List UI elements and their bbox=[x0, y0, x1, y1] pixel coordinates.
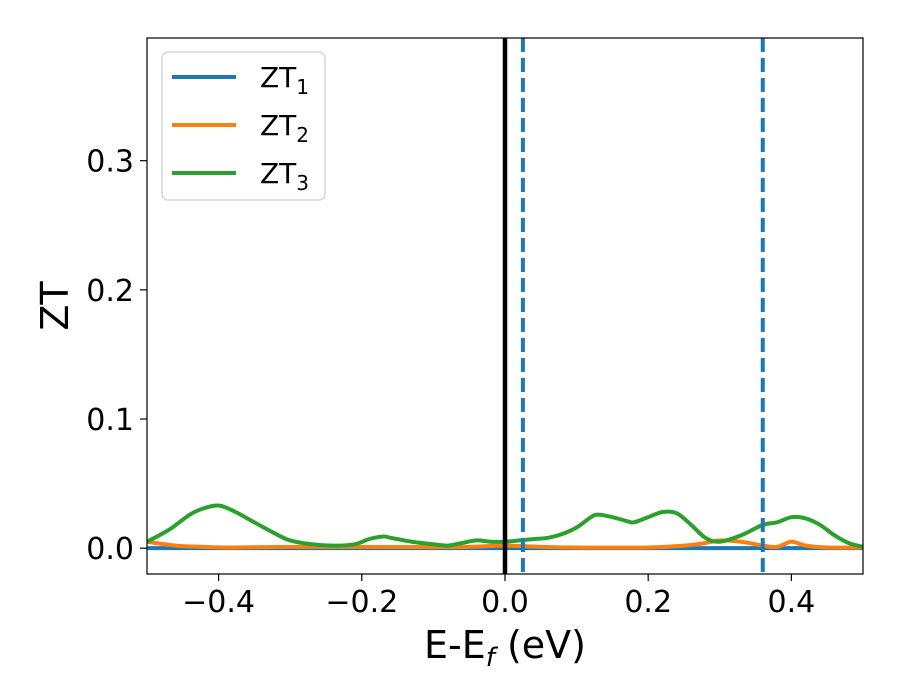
y-axis-ticks: 0.0 0.1 0.2 0.3 bbox=[86, 145, 147, 567]
y-axis-label: ZT bbox=[33, 281, 77, 331]
legend-label-2: ZT2 bbox=[260, 109, 309, 147]
x-tick-label: 0.0 bbox=[481, 585, 529, 620]
legend-label-3: ZT3 bbox=[260, 157, 309, 195]
legend-box bbox=[161, 51, 326, 201]
legend-label-1: ZT1 bbox=[260, 61, 309, 99]
x-tick-label: 0.4 bbox=[768, 585, 816, 620]
series-line-2 bbox=[147, 538, 863, 550]
x-tick-label: 0.2 bbox=[624, 585, 672, 620]
y-tick-label: 0.0 bbox=[86, 532, 134, 567]
vertical-lines bbox=[502, 38, 765, 574]
y-tick-label: 0.3 bbox=[86, 145, 134, 180]
series-line-3 bbox=[147, 503, 863, 549]
x-axis-ticks: −0.4 −0.2 0.0 0.2 0.4 bbox=[182, 574, 815, 620]
x-axis-label: E-Ef (eV) bbox=[424, 623, 586, 673]
legend: ZT1 ZT2 ZT3 bbox=[161, 51, 326, 201]
x-tick-label: −0.2 bbox=[325, 585, 398, 620]
y-tick-label: 0.2 bbox=[86, 274, 134, 309]
y-tick-label: 0.1 bbox=[86, 403, 134, 438]
x-tick-label: −0.4 bbox=[182, 585, 255, 620]
